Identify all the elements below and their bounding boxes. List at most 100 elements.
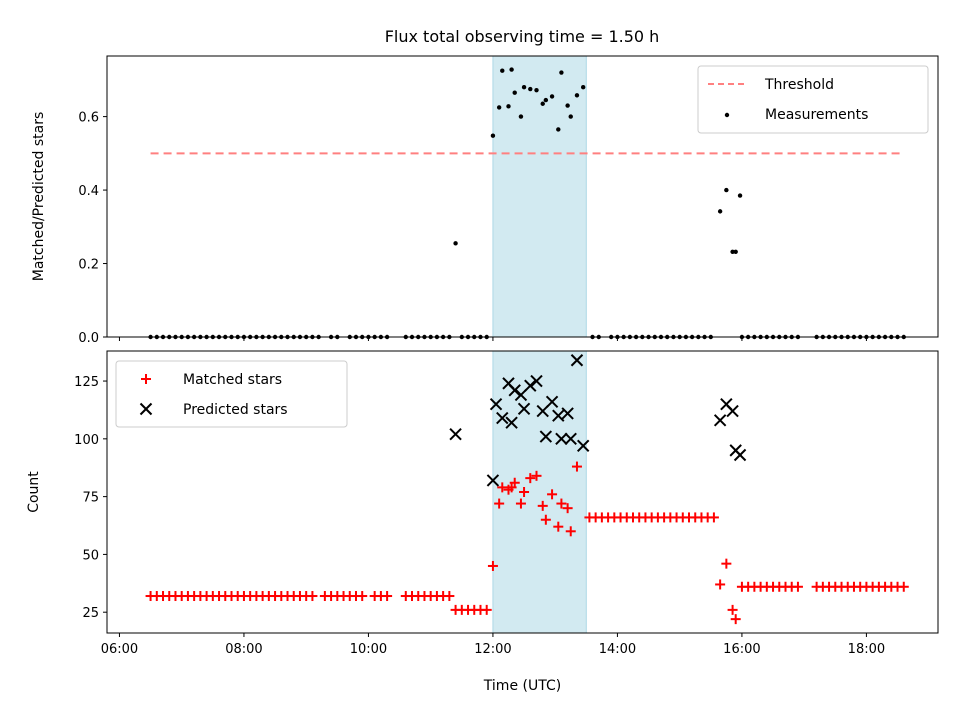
predicted-star-point: [564, 432, 577, 446]
predicted-star-point: [524, 379, 537, 392]
cross-b: [539, 430, 553, 443]
predicted-star-point: [508, 384, 521, 397]
matched-star-point: [727, 604, 738, 615]
matched-star-point: [497, 482, 508, 493]
panel-count: 06:00 08:00 10:00 12:00 14:00 16:00 18:00 25 50…: [26, 350, 939, 694]
predicted-star-point: [726, 404, 739, 418]
cross-b: [524, 379, 537, 392]
observing-window-top: [492, 55, 587, 338]
cross-b: [733, 448, 747, 462]
predicted-star-point: [536, 404, 549, 418]
x-tick-label: 10:00: [350, 642, 387, 657]
matched-star-point: [540, 514, 551, 525]
predicted-star-point: [517, 402, 531, 415]
matched-star-point: [547, 489, 558, 500]
cross-b: [726, 404, 739, 418]
y-tick-label: 100: [74, 433, 99, 448]
predicted-star-point: [139, 402, 153, 416]
matched-star-point: [141, 374, 151, 384]
cross-b: [502, 377, 515, 390]
measurement-point: [559, 70, 564, 75]
y-axis-top: 0.0 0.2 0.4 0.6: [78, 111, 107, 346]
measurement-point: [556, 127, 561, 132]
measurement-point: [565, 103, 570, 108]
cross-b: [545, 395, 559, 409]
y-tick-label: 0.6: [78, 111, 99, 126]
legend-top: Threshold Measurements: [697, 65, 929, 134]
legend-matched-label: Matched stars: [183, 372, 282, 388]
y-tick-label: 25: [82, 606, 99, 621]
measurement-point: [549, 94, 555, 99]
legend-predicted-label: Predicted stars: [183, 402, 288, 418]
cross-b: [713, 414, 727, 427]
matched-star-point: [565, 526, 576, 537]
matched-star-point: [721, 558, 732, 569]
cross-b: [139, 402, 153, 416]
predicted-star-point: [489, 397, 503, 411]
measurement-point: [737, 193, 743, 198]
cross-b: [496, 411, 509, 425]
observing-window-bottom: [492, 350, 587, 634]
measurement-point: [453, 241, 458, 246]
cross-b: [489, 397, 503, 411]
cross-b: [570, 354, 584, 367]
matched-star-point: [509, 477, 520, 488]
measurement-point: [724, 187, 729, 193]
legend-measurements-label: Measurements: [765, 107, 868, 123]
matched-star-point: [571, 461, 582, 472]
cross-b: [517, 402, 531, 415]
matched-star-point: [382, 591, 393, 602]
y-tick-label: 125: [74, 375, 99, 390]
cross-b: [508, 384, 521, 397]
cross-b: [552, 409, 565, 422]
cross-b: [505, 416, 518, 429]
predicted-star-point: [539, 430, 553, 443]
measurement-point: [543, 97, 549, 103]
measurement-point: [730, 249, 735, 254]
predicted-star-point: [733, 448, 747, 462]
matched-star-point: [525, 473, 536, 484]
matched-star-point: [562, 503, 573, 514]
measurement-point: [518, 114, 524, 119]
measurement-point: [521, 85, 527, 90]
measurement-point: [512, 90, 517, 95]
cross-b: [555, 432, 568, 446]
measurement-point: [496, 105, 502, 110]
measurement-point: [500, 68, 505, 73]
predicted-star-point: [505, 416, 518, 429]
measurement-point: [733, 249, 738, 254]
legend-matched-swatch: [141, 374, 151, 384]
cross-b: [561, 407, 574, 420]
cross-b: [564, 432, 577, 446]
legend-bottom: Matched stars Predicted stars: [115, 360, 348, 428]
y-tick-label: 0.4: [78, 184, 99, 199]
measurement-point: [528, 86, 533, 92]
y-axis-label-ratio: Matched/Predicted stars: [31, 112, 47, 282]
x-tick-label: 18:00: [848, 642, 885, 657]
matched-star-point: [556, 498, 567, 509]
matched-star-point: [531, 470, 542, 481]
observing-window-band: [492, 350, 587, 634]
cross-b: [530, 374, 543, 388]
chart-title: Flux total observing time = 1.50 h: [385, 27, 660, 46]
legend-box-top: [697, 65, 929, 134]
cross-b: [486, 474, 500, 487]
measurement-point: [490, 133, 496, 138]
measurement-point: [568, 114, 573, 119]
x-tick-label: 14:00: [599, 642, 636, 657]
y-tick-label: 0.2: [78, 258, 99, 273]
matched-star-point: [515, 498, 526, 509]
cross-b: [514, 388, 528, 402]
observing-window-band: [492, 55, 587, 338]
predicted-star-point: [545, 395, 559, 409]
predicted-star-point: [576, 439, 590, 452]
x-tick-label: 08:00: [225, 642, 262, 657]
cross-b: [720, 397, 733, 411]
matched-star-point: [730, 614, 741, 625]
predicted-star-point: [514, 388, 528, 402]
measurement-point: [580, 85, 586, 90]
matched-star-point: [708, 512, 719, 523]
plot-frame-top: [106, 55, 939, 338]
legend-threshold-label: Threshold: [764, 77, 834, 93]
